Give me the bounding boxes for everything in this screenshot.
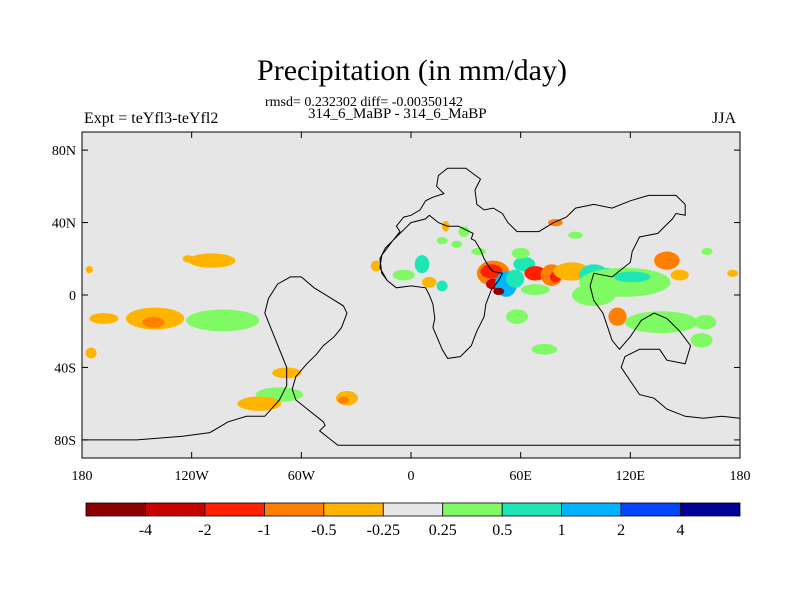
precip-anomaly-cell bbox=[701, 247, 713, 256]
colorbar-swatch bbox=[204, 502, 265, 517]
colorbar-swatch bbox=[323, 502, 384, 517]
precip-anomaly-cell bbox=[422, 276, 437, 288]
precip-anomaly-cell bbox=[442, 220, 450, 232]
precip-anomaly-cell bbox=[85, 266, 94, 274]
colorbar-swatch bbox=[620, 502, 681, 517]
lon-tick-label: 120E bbox=[616, 469, 646, 484]
precip-anomaly-cell bbox=[690, 333, 713, 348]
coastline bbox=[82, 167, 740, 446]
precip-anomaly-cell bbox=[436, 280, 448, 292]
precip-anomaly-cell bbox=[89, 313, 119, 324]
precip-anomaly-cell bbox=[392, 269, 415, 281]
precip-anomaly-cell bbox=[237, 396, 282, 411]
precip-anomaly-cell bbox=[571, 284, 616, 306]
axis-ticks: 180 120W 60W 0 60E 120E 180 80N 40N 0 40S 80S bbox=[52, 132, 751, 484]
colorbar-label: -2 bbox=[198, 522, 211, 539]
precip-anomaly-cell bbox=[480, 264, 503, 279]
precip-anomaly-cell bbox=[182, 255, 194, 263]
precip-anomaly-cell bbox=[727, 269, 739, 277]
colorbar-swatch bbox=[442, 502, 503, 517]
precip-anomaly-cell bbox=[451, 240, 463, 248]
lat-tick-label: 80S bbox=[54, 434, 76, 449]
colorbar: -4 -2 -1 -0.5 -0.25 0.25 0.5 1 2 4 bbox=[85, 502, 741, 539]
precip-anomaly-cell bbox=[186, 309, 260, 332]
precip-anomaly-cell bbox=[531, 343, 558, 355]
lon-tick-label: 0 bbox=[408, 469, 415, 484]
lat-tick-label: 40S bbox=[54, 361, 76, 376]
precip-anomaly-cell bbox=[624, 311, 699, 334]
colorbar-swatch bbox=[85, 502, 146, 517]
lat-tick-label: 0 bbox=[69, 289, 76, 304]
precip-anomaly-cell bbox=[337, 396, 349, 404]
precip-anomaly-cell bbox=[471, 247, 486, 256]
colorbar-swatch bbox=[680, 502, 741, 517]
precip-anomaly-cell bbox=[524, 266, 547, 281]
colorbar-swatch bbox=[263, 502, 325, 517]
colorbar-label: 1 bbox=[558, 522, 566, 539]
colorbar-swatch bbox=[501, 502, 563, 517]
precip-anomaly-cell bbox=[608, 307, 627, 326]
lon-tick-label: 60E bbox=[509, 469, 532, 484]
precip-anomaly-cell bbox=[654, 251, 680, 270]
precip-anomaly-cell bbox=[520, 284, 550, 295]
lon-tick-label: 180 bbox=[72, 469, 93, 484]
colorbar-label: -0.5 bbox=[311, 522, 336, 539]
lat-tick-label: 40N bbox=[52, 217, 76, 232]
colorbar-label: 2 bbox=[617, 522, 625, 539]
precip-anomaly-cell bbox=[436, 237, 448, 245]
precip-anomaly-cell bbox=[670, 269, 689, 281]
precip-anomaly-cell bbox=[414, 255, 430, 274]
colorbar-label: 0.25 bbox=[429, 522, 457, 539]
colorbar-swatch bbox=[382, 502, 444, 517]
precip-anomaly-cell bbox=[458, 226, 470, 238]
experiment-label: Expt = teYfl3-teYfl2 bbox=[84, 110, 219, 127]
precip-anomaly-cell bbox=[370, 260, 382, 272]
precip-anomaly-cell bbox=[511, 247, 530, 259]
colorbar-label: 4 bbox=[677, 522, 685, 539]
colorbar-label: -0.25 bbox=[367, 522, 400, 539]
stats-line: rmsd= 0.232302 diff= -0.00350142 bbox=[265, 95, 463, 110]
season-label: JJA bbox=[712, 110, 737, 127]
precip-anomaly-cell bbox=[568, 231, 583, 239]
lon-tick-label: 60W bbox=[288, 469, 316, 484]
precip-anomaly-cell bbox=[506, 269, 525, 288]
precip-anomaly-cell bbox=[694, 315, 717, 330]
precip-anomaly-cell bbox=[493, 287, 505, 295]
map-plot-area bbox=[81, 131, 741, 459]
precip-anomaly-cell bbox=[613, 271, 651, 283]
colorbar-swatch bbox=[561, 502, 622, 517]
colorbar-swatch bbox=[145, 502, 206, 517]
colorbar-label: 0.5 bbox=[492, 522, 512, 539]
colorbar-label: -1 bbox=[258, 522, 271, 539]
precip-anomaly-cell bbox=[85, 347, 97, 359]
lon-tick-label: 120W bbox=[175, 469, 210, 484]
lon-tick-label: 180 bbox=[730, 469, 751, 484]
figure-title: Precipitation (in mm/day) bbox=[257, 54, 567, 87]
precip-anomaly-cell bbox=[188, 253, 236, 268]
precip-anomaly-cell bbox=[506, 309, 528, 324]
colorbar-label: -4 bbox=[139, 522, 152, 539]
figure-subtitle: 314_6_MaBP - 314_6_MaBP bbox=[308, 106, 487, 122]
precip-anomaly-cell bbox=[142, 316, 165, 328]
lat-tick-label: 80N bbox=[52, 144, 76, 159]
